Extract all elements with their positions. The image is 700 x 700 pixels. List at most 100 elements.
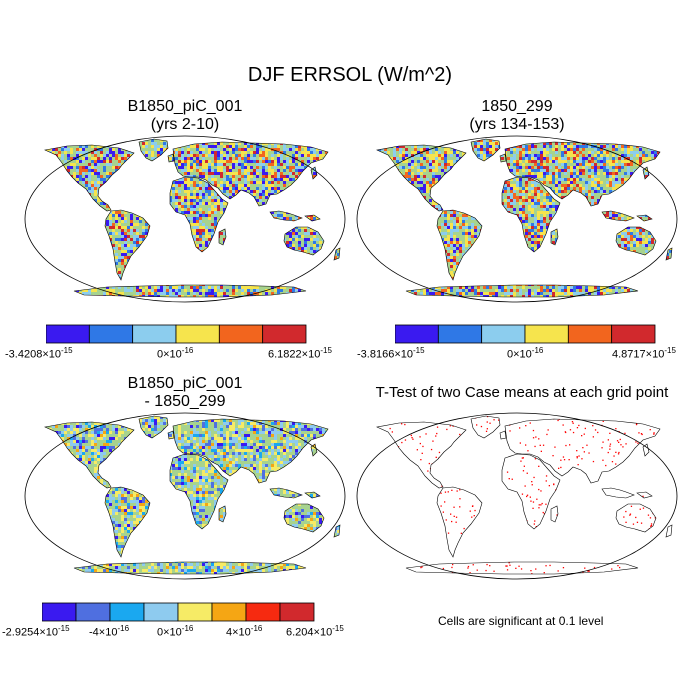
significance-point	[478, 445, 480, 447]
significance-point	[507, 522, 509, 524]
significance-point	[640, 522, 643, 524]
coastline-eurasia	[172, 418, 329, 484]
significance-point	[581, 519, 584, 521]
coastline-australia	[283, 503, 325, 533]
significance-point	[386, 547, 388, 549]
significance-point	[402, 530, 405, 532]
significance-point	[582, 538, 584, 541]
coastline-north-america	[44, 421, 135, 489]
significance-point	[428, 496, 430, 499]
significance-point	[564, 431, 566, 433]
significance-point	[424, 517, 426, 519]
significance-point	[529, 496, 531, 498]
significance-point	[407, 579, 408, 580]
colorbar-swatch	[218, 324, 264, 344]
significance-point	[442, 484, 444, 486]
significance-point	[498, 419, 500, 421]
panel3-title-line2: - 1850_299	[144, 393, 226, 410]
colorbar-swatch	[109, 602, 145, 622]
significance-point	[610, 514, 612, 516]
significance-point	[447, 532, 450, 534]
significance-point	[376, 450, 377, 451]
colorbar-swatch	[567, 324, 613, 344]
significance-point	[583, 433, 585, 435]
significance-point	[429, 513, 431, 515]
significance-point	[539, 444, 541, 446]
significance-point	[478, 537, 480, 540]
significance-point	[655, 485, 657, 487]
significance-point	[395, 578, 396, 579]
significance-point	[589, 505, 591, 508]
significance-point	[458, 478, 460, 480]
significance-point	[635, 448, 637, 450]
significance-point	[498, 446, 500, 448]
significance-point	[386, 526, 389, 529]
significance-point	[520, 576, 521, 577]
significance-point	[531, 573, 533, 574]
significance-point	[513, 545, 515, 548]
significance-point	[659, 469, 662, 471]
significance-point	[395, 529, 397, 531]
significance-point	[404, 439, 407, 441]
significance-point	[509, 430, 511, 432]
significance-point	[505, 494, 507, 496]
significance-point	[403, 571, 405, 573]
significance-point	[672, 510, 673, 511]
significance-point	[556, 514, 558, 516]
significance-point	[435, 540, 437, 543]
significance-point	[485, 430, 488, 432]
significance-point	[451, 520, 453, 523]
significance-point	[417, 551, 419, 553]
coastline-eurasia	[504, 418, 661, 484]
map-panel4	[355, 412, 678, 580]
significance-point	[582, 524, 584, 526]
significance-point	[562, 424, 564, 426]
significance-point	[594, 548, 597, 550]
significance-point	[657, 494, 659, 496]
coastline-madagascar	[550, 505, 559, 523]
significance-point	[637, 416, 639, 418]
coastline-new-guinea	[636, 214, 653, 222]
significance-point	[559, 534, 561, 537]
significance-point	[654, 517, 656, 519]
significance-point	[625, 510, 627, 513]
significance-point	[459, 433, 461, 436]
significance-point	[605, 496, 608, 498]
significance-point	[509, 564, 511, 566]
map-boundary	[24, 412, 346, 580]
significance-point	[412, 476, 414, 478]
coastline-south-america	[436, 209, 483, 281]
significance-point	[608, 483, 610, 485]
significance-point	[355, 544, 356, 545]
significance-point	[396, 465, 399, 467]
significance-point	[668, 453, 671, 455]
significance-point	[592, 578, 593, 579]
significance-point	[643, 417, 645, 419]
significance-point	[430, 522, 433, 524]
coastline-africa	[169, 176, 229, 253]
significance-point	[654, 437, 656, 439]
significance-point	[545, 551, 547, 553]
significance-point	[585, 487, 587, 489]
significance-point	[521, 552, 523, 554]
significance-point	[386, 502, 388, 504]
significance-point	[566, 525, 568, 528]
significance-point	[500, 544, 502, 546]
significance-point	[369, 426, 370, 427]
significance-point	[664, 412, 665, 413]
coastline-eurasia	[172, 141, 329, 207]
significance-point	[563, 520, 565, 522]
significance-point	[465, 420, 467, 423]
coastline-new-zealand	[665, 524, 673, 538]
significance-point	[675, 465, 676, 466]
coastline-south-america	[104, 209, 151, 281]
significance-point	[671, 537, 672, 539]
significance-point	[533, 551, 535, 553]
significance-point	[669, 435, 671, 437]
significance-point	[431, 523, 433, 525]
significance-point	[544, 556, 546, 558]
significance-point	[436, 549, 438, 551]
cb1-label-mid: 0×10-16	[157, 346, 194, 361]
significance-point	[506, 471, 509, 473]
significance-point	[510, 419, 512, 421]
